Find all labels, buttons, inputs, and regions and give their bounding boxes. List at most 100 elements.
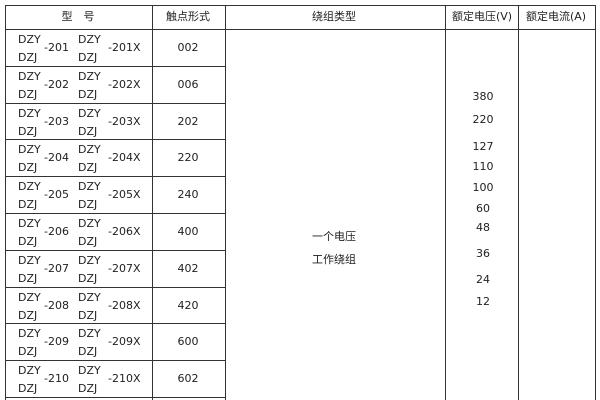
- model-prefix: DZJ: [18, 235, 38, 248]
- model-number: -209: [44, 335, 69, 349]
- contact-form: 220: [177, 151, 199, 165]
- model-prefix: DZJ: [18, 308, 38, 322]
- model-prefix: DZY: [18, 290, 41, 304]
- model-number-x: -209X: [108, 335, 141, 349]
- model-prefix: DZY: [78, 180, 101, 194]
- contact-form: 600: [177, 335, 199, 349]
- contact-form: 402: [177, 261, 199, 275]
- model-number: -210: [44, 372, 69, 386]
- header-contact: 触点形式: [166, 10, 210, 23]
- model-number: -208: [44, 298, 69, 312]
- model-prefix: DZJ: [78, 308, 98, 322]
- model-prefix: DZJ: [78, 51, 98, 64]
- model-number: -202: [44, 77, 69, 91]
- model-prefix: DZY: [18, 143, 41, 157]
- row-divider: [5, 397, 226, 398]
- winding-type: 工作绕组: [312, 253, 356, 266]
- model-prefix: DZY: [78, 364, 101, 378]
- model-number-x: -210X: [108, 372, 141, 386]
- row-divider: [5, 250, 226, 251]
- model-prefix: DZJ: [18, 51, 38, 64]
- winding-type: 一个电压: [312, 230, 356, 243]
- row-divider: [5, 323, 226, 324]
- rated-voltage: 36: [476, 247, 490, 260]
- row-divider: [5, 139, 226, 140]
- model-prefix: DZJ: [78, 345, 98, 359]
- model-number: -207: [44, 261, 69, 275]
- column-divider: [595, 5, 596, 400]
- model-prefix: DZJ: [78, 87, 98, 101]
- model-number-x: -203X: [108, 114, 141, 128]
- model-prefix: DZJ: [78, 124, 98, 138]
- header-winding: 绕组类型: [312, 10, 356, 23]
- model-prefix: DZJ: [18, 198, 38, 212]
- row-divider: [5, 360, 226, 361]
- header-divider: [5, 29, 596, 30]
- rated-voltage: 48: [476, 221, 490, 234]
- rated-voltage: 110: [472, 160, 494, 173]
- model-number: -203: [44, 114, 69, 128]
- model-number: -204: [44, 151, 69, 165]
- column-divider: [5, 5, 6, 400]
- model-prefix: DZY: [78, 143, 101, 157]
- header-current: 额定电流(A): [525, 10, 587, 23]
- rated-voltage: 100: [472, 181, 494, 194]
- model-prefix: DZY: [78, 290, 101, 304]
- model-prefix: DZY: [18, 217, 41, 230]
- model-prefix: DZY: [78, 217, 101, 230]
- model-number-x: -206X: [108, 225, 141, 238]
- model-prefix: DZJ: [18, 271, 38, 285]
- model-number-x: -201X: [108, 41, 141, 54]
- contact-form: 602: [177, 372, 199, 386]
- header-model: 型 号: [61, 10, 95, 23]
- rated-voltage: 12: [476, 295, 490, 308]
- model-number-x: -205X: [108, 188, 141, 202]
- model-prefix: DZJ: [78, 271, 98, 285]
- model-prefix: DZY: [18, 364, 41, 378]
- model-prefix: DZY: [78, 33, 101, 46]
- column-divider: [518, 5, 519, 400]
- rated-voltage: 380: [472, 90, 494, 103]
- contact-form: 002: [177, 41, 199, 54]
- column-divider: [152, 5, 153, 400]
- row-divider: [5, 176, 226, 177]
- contact-form: 240: [177, 188, 199, 202]
- column-divider: [445, 5, 446, 400]
- model-prefix: DZY: [78, 253, 101, 267]
- rated-voltage: 24: [476, 273, 490, 286]
- contact-form: 420: [177, 298, 199, 312]
- model-prefix: DZJ: [78, 382, 98, 396]
- model-number-x: -204X: [108, 151, 141, 165]
- rated-voltage: 60: [476, 202, 490, 215]
- model-prefix: DZJ: [78, 198, 98, 212]
- rated-voltage: 220: [472, 113, 494, 126]
- model-prefix: DZY: [78, 106, 101, 120]
- contact-form: 006: [177, 77, 199, 91]
- model-prefix: DZY: [18, 69, 41, 83]
- rated-voltage: 127: [472, 140, 494, 153]
- row-divider: [5, 103, 226, 104]
- model-prefix: DZY: [18, 33, 41, 46]
- model-prefix: DZJ: [78, 161, 98, 175]
- header-voltage: 额定电压(V): [451, 10, 513, 23]
- model-prefix: DZY: [18, 253, 41, 267]
- model-prefix: DZY: [18, 106, 41, 120]
- column-divider: [225, 5, 226, 400]
- model-prefix: DZY: [78, 327, 101, 341]
- row-divider: [5, 213, 226, 214]
- model-prefix: DZJ: [78, 235, 98, 248]
- model-number-x: -207X: [108, 261, 141, 275]
- model-prefix: DZJ: [18, 161, 38, 175]
- row-divider: [5, 287, 226, 288]
- model-prefix: DZY: [18, 180, 41, 194]
- model-number-x: -202X: [108, 77, 141, 91]
- model-prefix: DZY: [18, 327, 41, 341]
- model-number: -205: [44, 188, 69, 202]
- model-prefix: DZJ: [18, 382, 38, 396]
- model-prefix: DZJ: [18, 345, 38, 359]
- table-top-border: [5, 5, 596, 6]
- model-prefix: DZJ: [18, 124, 38, 138]
- contact-form: 202: [177, 114, 199, 128]
- model-number: -201: [44, 41, 69, 54]
- contact-form: 400: [177, 225, 199, 238]
